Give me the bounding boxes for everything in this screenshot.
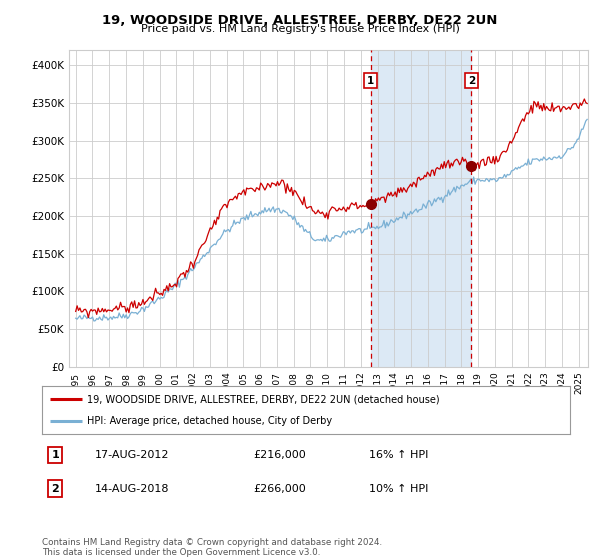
Text: HPI: Average price, detached house, City of Derby: HPI: Average price, detached house, City…	[87, 416, 332, 426]
Text: 16% ↑ HPI: 16% ↑ HPI	[370, 450, 429, 460]
Text: 1: 1	[367, 76, 374, 86]
Text: 19, WOODSIDE DRIVE, ALLESTREE, DERBY, DE22 2UN (detached house): 19, WOODSIDE DRIVE, ALLESTREE, DERBY, DE…	[87, 394, 440, 404]
Text: 10% ↑ HPI: 10% ↑ HPI	[370, 484, 429, 493]
Text: 2: 2	[52, 484, 59, 493]
Text: 17-AUG-2012: 17-AUG-2012	[95, 450, 169, 460]
Text: 19, WOODSIDE DRIVE, ALLESTREE, DERBY, DE22 2UN: 19, WOODSIDE DRIVE, ALLESTREE, DERBY, DE…	[103, 14, 497, 27]
Text: £216,000: £216,000	[253, 450, 306, 460]
Text: 14-AUG-2018: 14-AUG-2018	[95, 484, 169, 493]
Text: 1: 1	[52, 450, 59, 460]
Text: Price paid vs. HM Land Registry's House Price Index (HPI): Price paid vs. HM Land Registry's House …	[140, 24, 460, 34]
Bar	[371, 50, 472, 367]
Text: £266,000: £266,000	[253, 484, 306, 493]
Text: Contains HM Land Registry data © Crown copyright and database right 2024.
This d: Contains HM Land Registry data © Crown c…	[42, 538, 382, 557]
Text: 2: 2	[468, 76, 475, 86]
